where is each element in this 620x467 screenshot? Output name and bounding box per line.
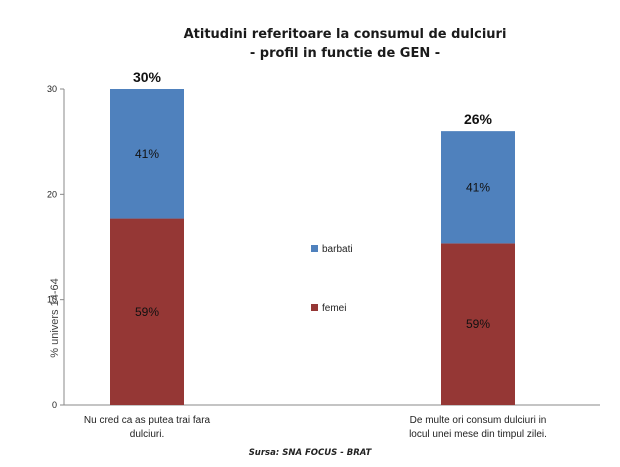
data-label-femei-2: 59%: [466, 317, 490, 331]
y-tick-label: 20: [47, 189, 57, 199]
legend-label-femei: femei: [322, 303, 346, 314]
category-label-1: dulciuri.: [130, 429, 164, 440]
y-tick-label: 30: [47, 84, 57, 94]
category-label-2: locul unei mese din timpul zilei.: [409, 429, 547, 440]
total-label-1: 30%: [133, 69, 162, 85]
y-tick-label: 10: [47, 295, 57, 305]
data-label-barbati-2: 41%: [466, 180, 490, 194]
total-label-2: 26%: [464, 111, 493, 127]
data-label-barbati-1: 41%: [135, 147, 159, 161]
bar-barbati-2: [441, 131, 515, 244]
legend-label-barbati: barbati: [322, 244, 353, 255]
chart-title: Atitudini referitoare la consumul de dul…: [184, 27, 507, 42]
bar-barbati-1: [110, 89, 184, 219]
legend-swatch-femei: [311, 304, 318, 311]
y-tick-label: 0: [52, 400, 57, 410]
source-note: Sursa: SNA FOCUS - BRAT: [249, 448, 373, 458]
y-axis-label: % univers 14-64: [49, 278, 61, 358]
category-label-1: Nu cred ca as putea trai fara: [84, 415, 211, 426]
data-label-femei-1: 59%: [135, 305, 159, 319]
bar-femei-1: [110, 218, 184, 405]
chart-subtitle: - profil in functie de GEN -: [250, 46, 440, 61]
bar-femei-2: [441, 243, 515, 405]
legend-swatch-barbati: [311, 245, 318, 252]
category-label-2: De multe ori consum dulciuri in: [410, 415, 547, 426]
